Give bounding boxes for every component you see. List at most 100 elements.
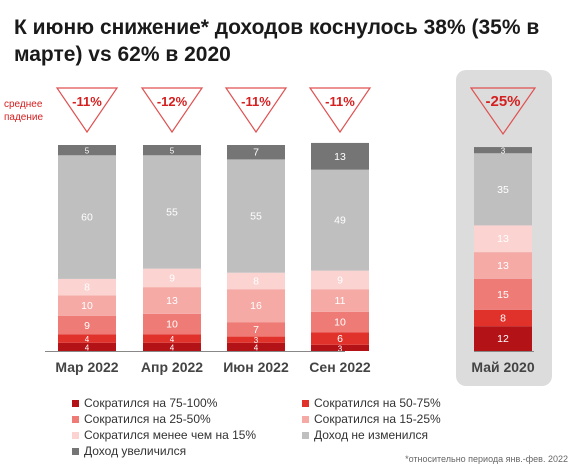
decline-value-label: -11% [325,94,355,109]
decline-triangle [224,87,288,134]
x-tick-label: Мар 2022 [55,359,119,375]
bar-segment [474,326,532,351]
legend-label: Сократился на 15-25% [314,412,441,426]
bar-segment [227,342,285,351]
bar-value-label: 5 [85,147,90,156]
bar-segment [58,155,116,279]
bar-value-label: 55 [250,211,262,223]
legend-label: Доход не изменился [314,428,429,442]
bar-value-label: 7 [253,147,259,159]
bar-value-label: 13 [334,151,346,163]
bar-segment [143,334,201,343]
legend-label: Доход увеличился [84,444,187,458]
bar-value-label: 15 [497,289,509,301]
bar-value-label: 4 [170,335,175,344]
legend-item: Сократился менее чем на 15% [72,428,256,442]
x-axis-line [45,351,345,352]
bar-value-label: 6 [337,333,343,345]
legend-item: Доход не изменился [302,428,428,442]
bar-value-label: 9 [84,320,90,332]
legend-label: Сократился менее чем на 15% [84,428,257,442]
x-tick-label: Июн 2022 [223,359,289,375]
bar-segment [58,334,116,343]
bar-segment [143,287,201,314]
bar-segment [311,332,369,345]
decline-triangle [469,87,537,136]
bar-segment [227,322,285,337]
legend-item: Сократился на 15-25% [302,412,441,426]
legend-item: Доход увеличился [72,444,186,458]
legend-swatch [72,447,79,455]
legend-swatch [72,415,79,423]
decline-triangle [140,87,204,134]
bar-value-label: 13 [497,233,509,245]
bar-segment [58,295,116,316]
bar-segment [227,336,285,343]
bar-segment [474,278,532,310]
bar-value-label: 3 [338,344,343,353]
legend-label: Сократился на 50-75% [314,396,441,410]
bar-value-label: 3 [254,336,259,345]
bar-segment [227,289,285,323]
bar-segment [311,169,369,271]
legend-label: Сократился на 75-100% [84,396,218,410]
bar-segment [143,155,201,269]
average-decline-label: среднее падение [4,99,44,123]
bar-segment [311,270,369,290]
bar-value-label: 10 [334,317,346,329]
bar-segment [58,278,116,296]
legend-label: Сократился на 25-50% [84,412,211,426]
legend-item: Сократился на 25-50% [72,412,211,426]
bar-segment [227,145,285,160]
bar-value-label: 13 [497,260,509,272]
bar-value-label: 8 [84,282,90,294]
x-tick-label: Май 2020 [471,359,535,375]
bar-value-label: 9 [169,272,175,284]
bar-value-label: 4 [170,343,175,352]
x-tick-label: Сен 2022 [309,359,371,375]
bar-value-label: 10 [166,319,178,331]
bar-segment [143,313,201,335]
decline-value-label: -12% [157,94,188,109]
bar-segment [143,145,201,156]
bar-segment [227,272,285,290]
bar-segment [474,309,532,327]
legend-item: Сократился на 50-75% [302,396,441,410]
legend-swatch [72,399,79,407]
bar-value-label: 5 [170,147,175,156]
legend-item: Сократился на 75-100% [72,396,217,410]
decline-value-label: -11% [72,94,102,109]
chart-title: К июню снижение* доходов коснулось 38% (… [14,16,540,66]
bar-value-label: 16 [250,300,262,312]
legend-swatch [302,431,309,439]
bar-value-label: 35 [497,184,509,196]
bar-segment [311,142,369,170]
bar-value-label: 8 [253,275,259,287]
bar-segment [474,252,532,279]
bar-value-label: 4 [85,343,90,352]
bar-value-label: 49 [334,215,346,227]
bar-segment [311,311,369,333]
bar-segment [143,268,201,288]
decline-triangle [55,87,119,134]
decline-value-label: -25% [485,93,520,110]
bar-segment [311,289,369,312]
x-axis-line-2020 [474,351,534,352]
bar-segment [227,159,285,273]
bar-value-label: 7 [253,324,259,336]
bar-value-label: 10 [81,300,93,312]
bar-value-label: 12 [497,333,509,345]
bar-segment [58,145,116,156]
x-tick-label: Апр 2022 [140,359,204,375]
bar-segment [143,342,201,351]
legend-swatch [302,415,309,423]
bar-segment [474,225,532,253]
bar-value-label: 3 [501,147,506,156]
bar-value-label: 60 [81,212,93,224]
bar-value-label: 9 [337,274,343,286]
decline-triangle [308,87,372,134]
footnote: *относительно периода янв.-фев. 2022 [405,454,568,464]
bar-value-label: 4 [254,343,259,352]
bar-value-label: 11 [335,295,346,307]
